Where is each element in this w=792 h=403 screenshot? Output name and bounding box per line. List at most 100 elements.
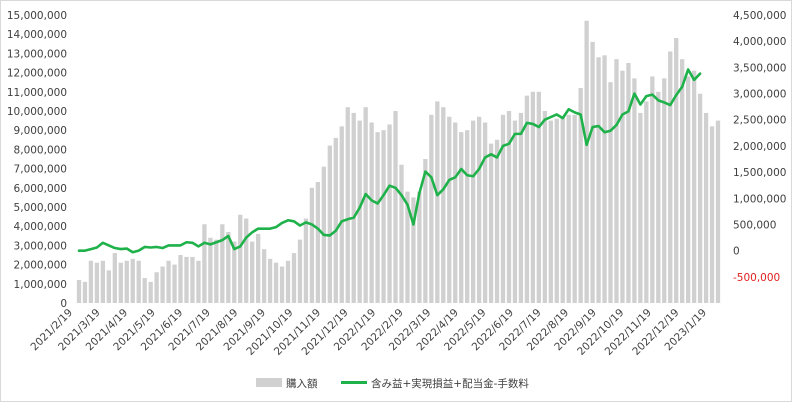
bar [482, 122, 488, 304]
right-tick-label: 4,000,000 [733, 36, 786, 48]
bar [166, 260, 171, 303]
bar [363, 107, 368, 303]
bar [542, 111, 547, 303]
bar [596, 57, 601, 303]
bar [291, 253, 297, 303]
bar [94, 262, 100, 303]
left-tick-label: 5,000,000 [14, 202, 67, 214]
bar [130, 258, 135, 303]
bar [297, 239, 303, 303]
bar [560, 116, 565, 303]
bar [327, 145, 332, 303]
bar [315, 182, 321, 303]
bar [88, 260, 94, 303]
right-tick-label: 3,500,000 [733, 62, 786, 74]
bar [184, 256, 189, 303]
bar [285, 260, 291, 303]
bar [644, 101, 649, 304]
bar [429, 114, 434, 303]
bar [351, 112, 356, 303]
bar [417, 191, 422, 303]
bar [154, 272, 159, 303]
bar [453, 122, 458, 304]
left-tick-label: 0 [60, 298, 67, 310]
right-tick-label: 1,500,000 [733, 167, 786, 179]
left-tick-label: 15,000,000 [7, 10, 67, 22]
bar [148, 281, 153, 303]
bar [214, 239, 219, 303]
bar [399, 164, 404, 303]
bar [339, 126, 344, 303]
bar [554, 118, 559, 304]
bar [602, 55, 607, 303]
bar [202, 224, 207, 303]
legend-label-line: 含み益+実現損益+配当金-手数料 [371, 377, 529, 390]
bar [423, 159, 428, 303]
right-tick-label: 2,000,000 [733, 141, 786, 153]
bar [524, 95, 530, 303]
left-tick-label: 8,000,000 [14, 144, 67, 156]
bar [118, 262, 123, 303]
bar [650, 76, 655, 303]
bar [333, 137, 338, 303]
left-tick-label: 2,000,000 [14, 260, 67, 272]
bar [82, 281, 88, 303]
bar [441, 107, 446, 303]
bar [309, 187, 315, 303]
x-axis: 2021/2/192021/3/192021/4/192021/5/192021… [29, 307, 710, 358]
bar [500, 114, 506, 303]
bar [226, 231, 231, 303]
right-tick-label: 4,500,000 [733, 10, 786, 22]
bar [680, 59, 685, 303]
bar [447, 116, 452, 303]
bar [626, 63, 631, 303]
bar [220, 224, 225, 303]
bar [375, 132, 380, 303]
right-axis: -500,000 0 500,000 1,000,000 1,500,000 2,000,… [733, 10, 786, 284]
left-tick-label: 14,000,000 [7, 29, 67, 41]
bar [715, 120, 721, 303]
bar [279, 266, 285, 303]
bar [381, 130, 386, 303]
bar [459, 132, 464, 303]
bar [393, 111, 398, 303]
bar [465, 130, 470, 303]
legend: 購入額 含み益+実現損益+配当金-手数料 [256, 377, 529, 390]
bar [494, 139, 500, 303]
bar [476, 116, 482, 303]
bar [620, 70, 625, 304]
line-layer [77, 68, 702, 254]
bar [411, 197, 416, 303]
bar [686, 76, 691, 303]
bar [369, 122, 374, 304]
bar [345, 107, 350, 303]
left-tick-label: 1,000,000 [14, 279, 67, 291]
bar [261, 249, 267, 303]
right-tick-label: 3,000,000 [733, 89, 786, 101]
left-tick-label: 9,000,000 [14, 125, 67, 137]
bar [267, 258, 273, 303]
bar [566, 114, 571, 303]
bar [656, 91, 661, 303]
bar [76, 279, 82, 303]
bars-layer [76, 20, 721, 304]
bar [256, 233, 261, 303]
bar [518, 112, 524, 303]
bar [691, 70, 697, 304]
bar [178, 255, 183, 303]
bar [471, 120, 476, 303]
bar [405, 191, 410, 303]
bar [273, 262, 279, 303]
bar [172, 264, 177, 303]
left-tick-label: 12,000,000 [7, 68, 67, 80]
bar [668, 51, 673, 304]
bar [435, 101, 440, 304]
left-tick-label: 7,000,000 [14, 164, 67, 176]
bar [632, 78, 637, 303]
right-tick-label: 1,000,000 [733, 193, 786, 205]
bar [303, 218, 309, 303]
bar [530, 91, 536, 303]
bar [590, 41, 595, 303]
